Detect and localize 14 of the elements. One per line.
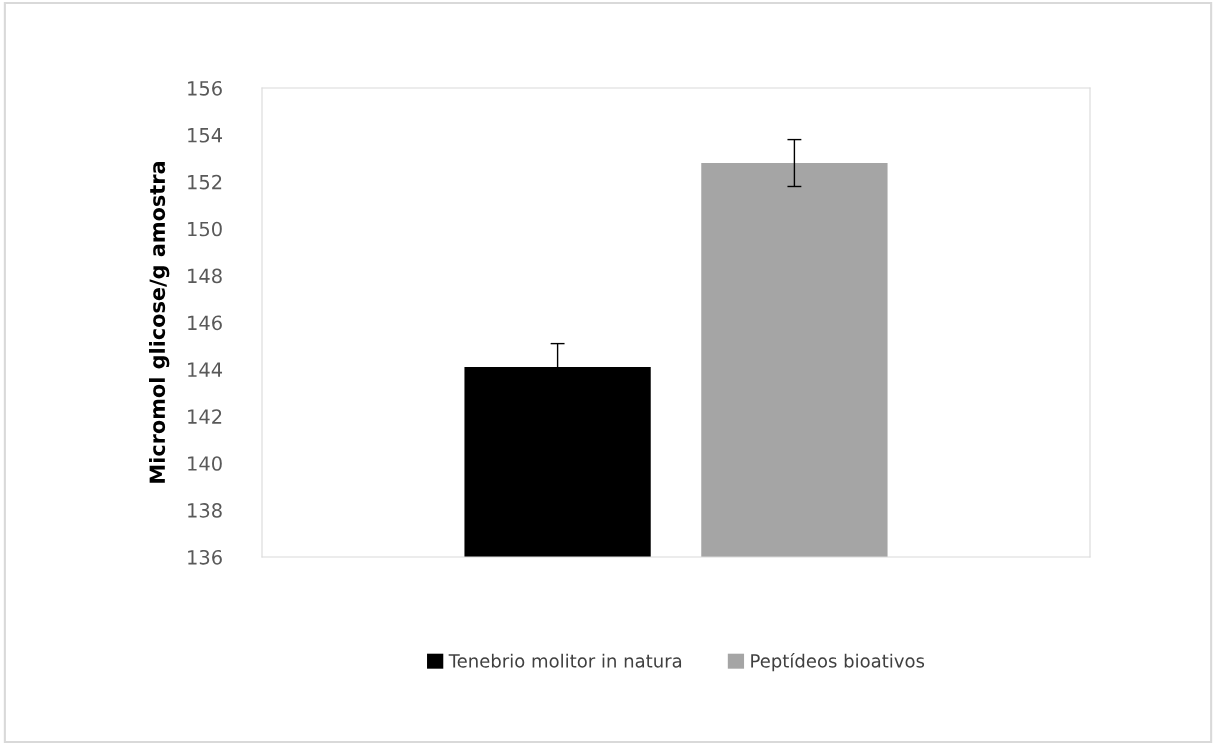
legend-label: Peptídeos bioativos (751, 652, 925, 672)
legend-label: Tenebrio molitor in natura (448, 653, 682, 668)
y-tick-label: 140 (188, 456, 222, 471)
y-tick-label: 142 (188, 409, 222, 424)
y-tick-label: 146 (188, 315, 222, 331)
y-tick-label: 144 (188, 362, 223, 377)
y-tick-label: 138 (188, 503, 222, 518)
y-tick-label: 154 (188, 128, 223, 143)
y-axis-title: Micromol glicose/g amostra (149, 162, 170, 483)
y-tick-label: 148 (188, 268, 222, 284)
y-tick-label: 156 (188, 80, 222, 96)
y-tick-label: 136 (188, 549, 222, 565)
y-tick-label: 152 (188, 174, 222, 190)
y-tick-label: 150 (188, 221, 222, 237)
